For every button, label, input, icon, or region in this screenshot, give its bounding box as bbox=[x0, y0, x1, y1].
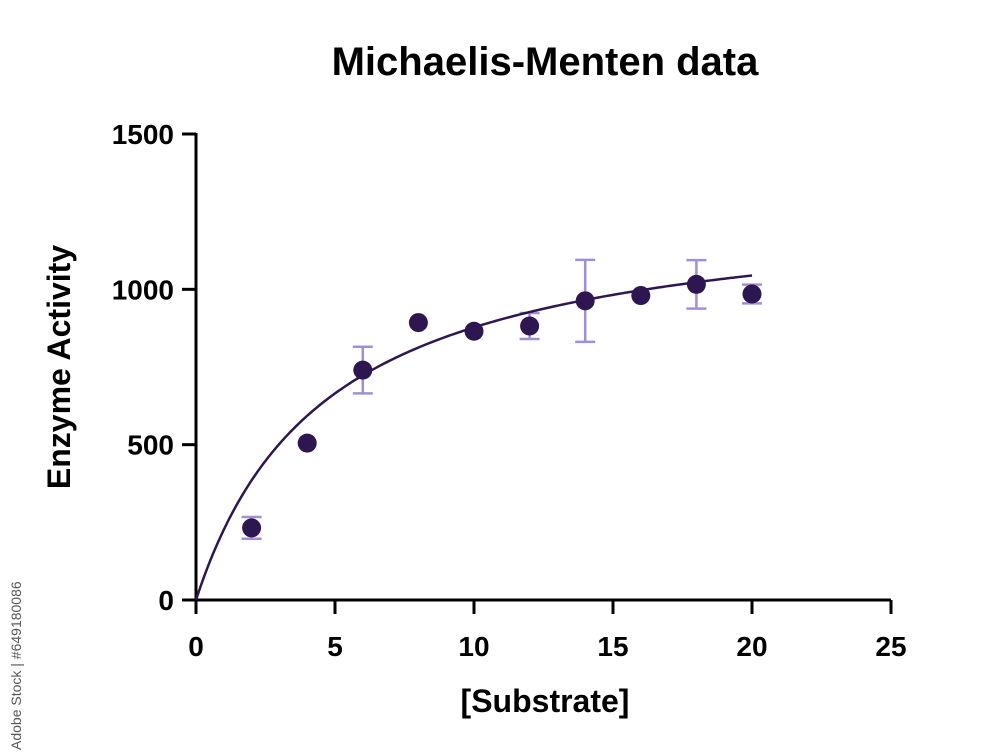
x-tick-label: 0 bbox=[188, 631, 204, 662]
x-tick-label: 20 bbox=[736, 631, 767, 662]
data-points bbox=[242, 274, 762, 538]
data-point bbox=[631, 286, 651, 306]
x-tick-label: 15 bbox=[597, 631, 628, 662]
data-point bbox=[686, 274, 706, 294]
axes: 0 5 10 15 20 25 0 500 1000 1500 bbox=[112, 119, 907, 662]
x-axis-label: [Substrate] bbox=[461, 683, 630, 719]
data-point bbox=[575, 291, 595, 311]
y-tick-label: 1500 bbox=[112, 119, 174, 150]
data-point bbox=[742, 284, 762, 304]
y-tick-label: 0 bbox=[158, 585, 174, 616]
data-point bbox=[408, 313, 428, 333]
data-point bbox=[520, 316, 540, 336]
x-tick-label: 5 bbox=[327, 631, 343, 662]
data-point bbox=[242, 518, 262, 538]
y-tick-label: 500 bbox=[127, 430, 174, 461]
data-point bbox=[297, 433, 317, 453]
data-point bbox=[464, 321, 484, 341]
x-tick-label: 25 bbox=[875, 631, 906, 662]
x-tick-label: 10 bbox=[458, 631, 489, 662]
y-axis-label: Enzyme Activity bbox=[41, 245, 77, 489]
watermark: Adobe Stock | #649180086 bbox=[8, 581, 24, 750]
chart-title: Michaelis-Menten data bbox=[332, 40, 760, 84]
y-tick-label: 1000 bbox=[112, 274, 174, 305]
error-bars bbox=[241, 258, 762, 541]
data-point bbox=[353, 360, 373, 380]
